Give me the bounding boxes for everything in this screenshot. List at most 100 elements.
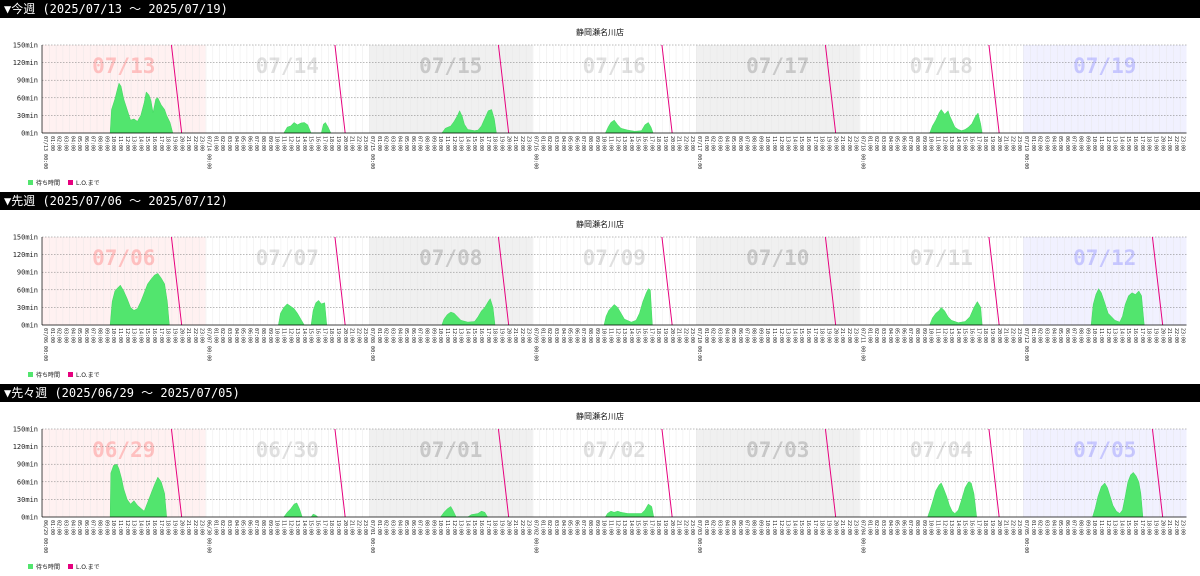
x-tick-label: 14:00 — [464, 136, 470, 151]
x-tick-label: 07/13 00:00 — [42, 136, 48, 169]
x-tick-label: 04:00 — [1050, 136, 1056, 151]
day-label: 07/07 — [256, 246, 319, 270]
x-tick-label: 05:00 — [1057, 520, 1063, 535]
legend-swatch — [28, 180, 33, 185]
x-tick-label: 08:00 — [587, 136, 593, 151]
y-tick-label: 90min — [17, 461, 38, 469]
x-tick-label: 10:00 — [110, 520, 116, 535]
day-label: 07/01 — [419, 438, 482, 462]
x-tick-label: 02:00 — [56, 520, 62, 535]
x-tick-label: 01:00 — [49, 136, 55, 151]
x-tick-label: 19:00 — [498, 328, 504, 343]
legend-label: L.O.まで — [76, 564, 100, 571]
x-tick-label: 15:00 — [1125, 520, 1131, 535]
x-tick-label: 22:00 — [519, 136, 525, 151]
x-tick-label: 17:00 — [1139, 328, 1145, 343]
x-tick-label: 08:00 — [424, 136, 430, 151]
chart-title: 静岡瀬名川店 — [576, 411, 624, 421]
x-tick-label: 08:00 — [260, 136, 266, 151]
x-tick-label: 06:00 — [410, 520, 416, 535]
x-tick-label: 02:00 — [710, 136, 716, 151]
x-tick-label: 05:00 — [730, 520, 736, 535]
x-tick-label: 03:00 — [226, 328, 232, 343]
x-tick-label: 10:00 — [928, 520, 934, 535]
x-tick-label: 20:00 — [1159, 136, 1165, 151]
x-tick-label: 13:00 — [785, 136, 791, 151]
x-tick-label: 20:00 — [178, 520, 184, 535]
x-tick-label: 07/15 00:00 — [369, 136, 375, 169]
x-tick-label: 04:00 — [723, 520, 729, 535]
x-tick-label: 07:00 — [90, 328, 96, 343]
x-tick-label: 04:00 — [560, 520, 566, 535]
x-tick-label: 11:00 — [117, 520, 123, 535]
day-label: 07/18 — [910, 54, 973, 78]
wait-time-area — [109, 463, 167, 518]
x-tick-label: 02:00 — [546, 520, 552, 535]
x-tick-label: 19:00 — [1152, 520, 1158, 535]
x-tick-label: 19:00 — [989, 136, 995, 151]
x-tick-label: 01:00 — [49, 520, 55, 535]
x-tick-label: 03:00 — [389, 520, 395, 535]
wait-time-area — [603, 288, 653, 326]
x-tick-label: 15:00 — [144, 136, 150, 151]
lo-line — [988, 428, 1000, 518]
wait-time-chart-this-week: 静岡瀬名川店 07/13 07/14 07/15 07/16 07/17 07/18 07/1… — [13, 27, 1187, 187]
x-tick-label: 04:00 — [560, 136, 566, 151]
x-tick-label: 11:00 — [117, 328, 123, 343]
x-tick-label: 05:00 — [403, 328, 409, 343]
x-tick-label: 03:00 — [226, 520, 232, 535]
x-tick-label: 15:00 — [1125, 328, 1131, 343]
x-tick-label: 01:00 — [866, 136, 872, 151]
x-tick-label: 13:00 — [948, 136, 954, 151]
x-tick-label: 12:00 — [287, 520, 293, 535]
x-tick-label: 07/16 00:00 — [533, 136, 539, 169]
x-tick-label: 17:00 — [485, 136, 491, 151]
x-tick-label: 08:00 — [424, 520, 430, 535]
x-tick-label: 23:00 — [1016, 136, 1022, 151]
wait-time-area — [441, 109, 497, 134]
x-tick-label: 06:00 — [1064, 520, 1070, 535]
y-tick-label: 150min — [13, 42, 38, 50]
x-tick-label: 02:00 — [219, 520, 225, 535]
x-tick-label: 23:00 — [362, 136, 368, 151]
x-tick-label: 11:00 — [607, 520, 613, 535]
x-tick-label: 06:00 — [246, 328, 252, 343]
x-tick-label: 09:00 — [430, 520, 436, 535]
x-tick-label: 11:00 — [934, 328, 940, 343]
x-tick-label: 03:00 — [389, 328, 395, 343]
x-tick-label: 16:00 — [1132, 328, 1138, 343]
x-tick-label: 09:00 — [103, 520, 109, 535]
y-tick-label: 60min — [17, 94, 38, 102]
x-tick-label: 01:00 — [1030, 328, 1036, 343]
x-tick-label: 04:00 — [887, 520, 893, 535]
x-tick-label: 21:00 — [676, 520, 682, 535]
x-tick-label: 17:00 — [648, 136, 654, 151]
x-tick-label: 11:00 — [444, 520, 450, 535]
x-tick-label: 20:00 — [505, 328, 511, 343]
x-tick-label: 13:00 — [131, 520, 137, 535]
x-tick-label: 21:00 — [839, 136, 845, 151]
x-tick-label: 19:00 — [335, 136, 341, 151]
day-label: 07/17 — [746, 54, 809, 78]
x-tick-label: 20:00 — [505, 520, 511, 535]
x-tick-label: 07:00 — [744, 328, 750, 343]
x-tick-label: 17:00 — [975, 136, 981, 151]
x-tick-label: 23:00 — [526, 136, 532, 151]
x-tick-label: 18:00 — [819, 520, 825, 535]
x-tick-label: 06:00 — [573, 136, 579, 151]
x-tick-label: 10:00 — [764, 136, 770, 151]
x-tick-label: 21:00 — [676, 136, 682, 151]
x-tick-label: 10:00 — [1091, 136, 1097, 151]
x-tick-label: 16:00 — [805, 136, 811, 151]
x-tick-label: 04:00 — [723, 328, 729, 343]
x-tick-label: 12:00 — [451, 136, 457, 151]
x-tick-label: 18:00 — [982, 520, 988, 535]
x-tick-label: 14:00 — [791, 136, 797, 151]
x-tick-label: 05:00 — [730, 136, 736, 151]
x-tick-label: 05:00 — [240, 136, 246, 151]
x-tick-label: 04:00 — [723, 136, 729, 151]
x-tick-label: 13:00 — [294, 328, 300, 343]
x-tick-label: 23:00 — [853, 328, 859, 343]
x-tick-label: 21:00 — [1166, 328, 1172, 343]
lo-line — [661, 428, 673, 518]
